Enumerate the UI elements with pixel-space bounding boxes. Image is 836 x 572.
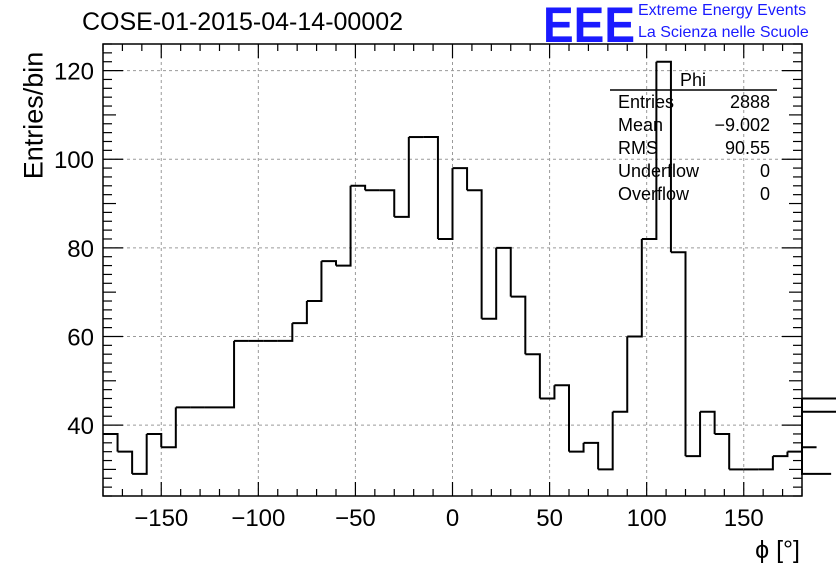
- stats-label: Entries: [618, 92, 675, 112]
- stats-label: Underflow: [618, 161, 700, 181]
- histogram-bin: [641, 61, 658, 240]
- stats-title: Phi: [679, 70, 706, 90]
- y-tick-label: 60: [67, 324, 94, 351]
- histogram-bin: [554, 384, 570, 452]
- stats-box: Phi Entries 2888 Mean −9.002 RMS 90.55 U…: [610, 70, 776, 208]
- histogram-bin: [510, 295, 527, 355]
- tick-labels: −150 −100 −50 0 50 100 150 40 60 80 100 120 ϕ [°]: [54, 59, 800, 564]
- stats-row-underflow: Underflow 0: [618, 161, 770, 183]
- x-tick-label: 0: [446, 505, 459, 532]
- stats-value: 90.55: [724, 138, 770, 158]
- stats-row-entries: Entries 2888: [618, 92, 770, 114]
- stats-row-overflow: Overflow 0: [618, 184, 770, 206]
- histogram-bin: [583, 441, 600, 470]
- histogram-bin: [801, 398, 836, 413]
- brand-line-1: Extreme Energy Events: [638, 2, 807, 19]
- stats-label: RMS: [618, 138, 658, 158]
- histogram-bin: [801, 446, 817, 474]
- histogram-bin: [525, 353, 541, 399]
- x-tick-label: 100: [627, 505, 667, 532]
- stats-value: 0: [759, 161, 770, 181]
- eee-logo: EEE: [543, 2, 635, 46]
- histogram-bin: [481, 247, 498, 320]
- brand-line-2: La Scienza nelle Scuole: [638, 24, 809, 41]
- histogram-bin: [306, 261, 323, 303]
- histogram-bin: [379, 189, 396, 217]
- histogram-bin: [277, 323, 294, 342]
- histogram-bin: [394, 137, 410, 218]
- histogram-bin: [758, 456, 774, 471]
- histogram-bin: [772, 451, 789, 458]
- stats-label: Overflow: [618, 184, 690, 204]
- y-tick-label: 40: [67, 413, 94, 440]
- histogram-bin: [801, 411, 832, 475]
- histogram-bin: [350, 184, 367, 191]
- stats-value: 0: [759, 184, 770, 204]
- histogram-bin: [539, 385, 556, 400]
- stats-value: 2888: [729, 92, 770, 112]
- y-tick-label: 80: [67, 236, 94, 263]
- histogram-bin: [656, 60, 672, 253]
- axes: [102, 43, 803, 497]
- stats-row-mean: Mean −9.002: [618, 115, 770, 137]
- y-axis-label: Entries/bin: [18, 51, 49, 180]
- histogram-bin: [598, 411, 614, 471]
- histogram-bin: [467, 189, 483, 319]
- histogram-bin: [670, 251, 687, 457]
- logo-text: EEE: [543, 2, 635, 46]
- histogram-bin: [117, 450, 134, 474]
- x-tick-label: −50: [335, 505, 376, 532]
- plot-title: COSE-01-2015-04-14-00002: [82, 8, 404, 36]
- x-tick-label: 50: [536, 505, 563, 532]
- histogram-bin: [437, 168, 454, 240]
- histogram-bin: [627, 238, 643, 338]
- y-tick-label: 100: [54, 147, 94, 174]
- stats-row-rms: RMS 90.55: [618, 138, 770, 160]
- histogram-bin: [336, 185, 352, 267]
- histogram-bin: [423, 136, 439, 239]
- histogram-bin: [569, 442, 585, 453]
- histogram-bin: [714, 432, 731, 470]
- histogram-bin: [146, 432, 163, 448]
- histogram-bin: [787, 450, 803, 465]
- histogram-bin: [321, 260, 337, 266]
- x-tick-label: 150: [724, 505, 764, 532]
- x-axis-label: ϕ [°]: [755, 536, 800, 564]
- histogram-bin: [219, 340, 236, 409]
- histogram-bin: [612, 336, 629, 413]
- y-tick-label: 120: [54, 59, 94, 86]
- histogram-bin: [132, 433, 148, 475]
- histogram-bin: [452, 167, 469, 191]
- stats-label: Mean: [618, 115, 664, 135]
- histogram-bin: [161, 407, 177, 449]
- histogram-bin: [292, 301, 308, 325]
- x-tick-label: −150: [134, 505, 188, 532]
- stats-value: −9.002: [714, 115, 770, 135]
- x-tick-label: −100: [231, 505, 285, 532]
- histogram-bin: [700, 410, 716, 434]
- histogram-bin: [496, 246, 512, 297]
- histogram-bin: [685, 411, 702, 458]
